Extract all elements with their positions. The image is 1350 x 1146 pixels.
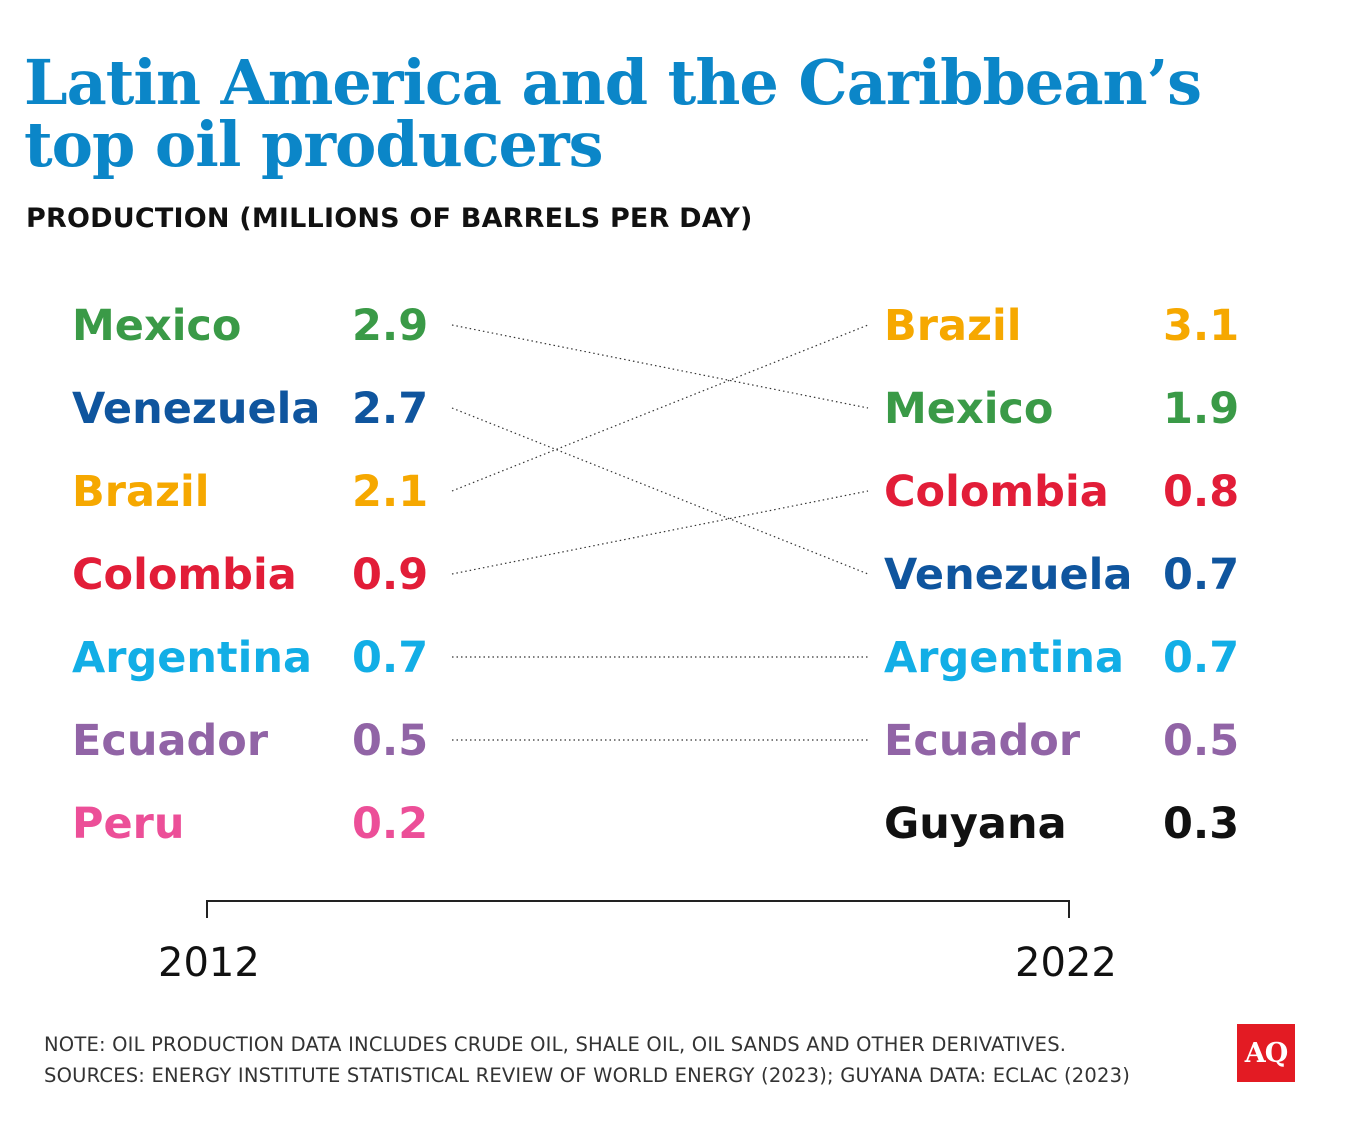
left-country-label-ecuador: Ecuador: [72, 716, 269, 766]
right-value-colombia: 0.8: [1163, 467, 1240, 517]
right-value-guyana: 0.3: [1163, 799, 1240, 849]
left-country-label-peru: Peru: [72, 799, 185, 849]
left-country-label-mexico: Mexico: [72, 301, 242, 351]
right-value-mexico: 1.9: [1163, 384, 1240, 434]
chart-title: Latin America and the Caribbean’s top oi…: [24, 46, 1202, 181]
right-value-ecuador: 0.5: [1163, 716, 1240, 766]
right-country-label-guyana: Guyana: [884, 799, 1067, 849]
right-value-brazil: 3.1: [1163, 301, 1240, 351]
left-country-label-venezuela: Venezuela: [72, 384, 321, 434]
left-country-label-argentina: Argentina: [72, 633, 312, 683]
left-value-peru: 0.2: [352, 799, 429, 849]
left-value-ecuador: 0.5: [352, 716, 429, 766]
connector-venezuela: [451, 407, 869, 575]
right-country-label-ecuador: Ecuador: [884, 716, 1081, 766]
right-country-label-mexico: Mexico: [884, 384, 1054, 434]
right-country-label-argentina: Argentina: [884, 633, 1124, 683]
connector-brazil: [451, 324, 869, 492]
left-country-label-colombia: Colombia: [72, 550, 297, 600]
year-label-2012: 2012: [158, 940, 260, 986]
chart-subtitle: PRODUCTION (MILLIONS OF BARRELS PER DAY): [26, 203, 753, 234]
year-axis: [206, 900, 1070, 918]
right-country-label-brazil: Brazil: [884, 301, 1022, 351]
connector-lines: [451, 324, 869, 741]
right-value-venezuela: 0.7: [1163, 550, 1240, 600]
left-value-colombia: 0.9: [352, 550, 429, 600]
aq-logo: AQ: [1237, 1024, 1295, 1082]
connector-colombia: [451, 490, 869, 575]
left-value-venezuela: 2.7: [352, 384, 429, 434]
right-country-label-venezuela: Venezuela: [884, 550, 1133, 600]
right-value-argentina: 0.7: [1163, 633, 1240, 683]
footer-note: NOTE: OIL PRODUCTION DATA INCLUDES CRUDE…: [44, 1033, 1067, 1056]
left-value-brazil: 2.1: [352, 467, 429, 517]
year-label-2022: 2022: [1015, 940, 1117, 986]
right-country-label-colombia: Colombia: [884, 467, 1109, 517]
footer-sources: SOURCES: ENERGY INSTITUTE STATISTICAL RE…: [44, 1064, 1131, 1087]
left-country-label-brazil: Brazil: [72, 467, 210, 517]
left-value-mexico: 2.9: [352, 301, 429, 351]
connector-mexico: [451, 324, 869, 409]
left-value-argentina: 0.7: [352, 633, 429, 683]
